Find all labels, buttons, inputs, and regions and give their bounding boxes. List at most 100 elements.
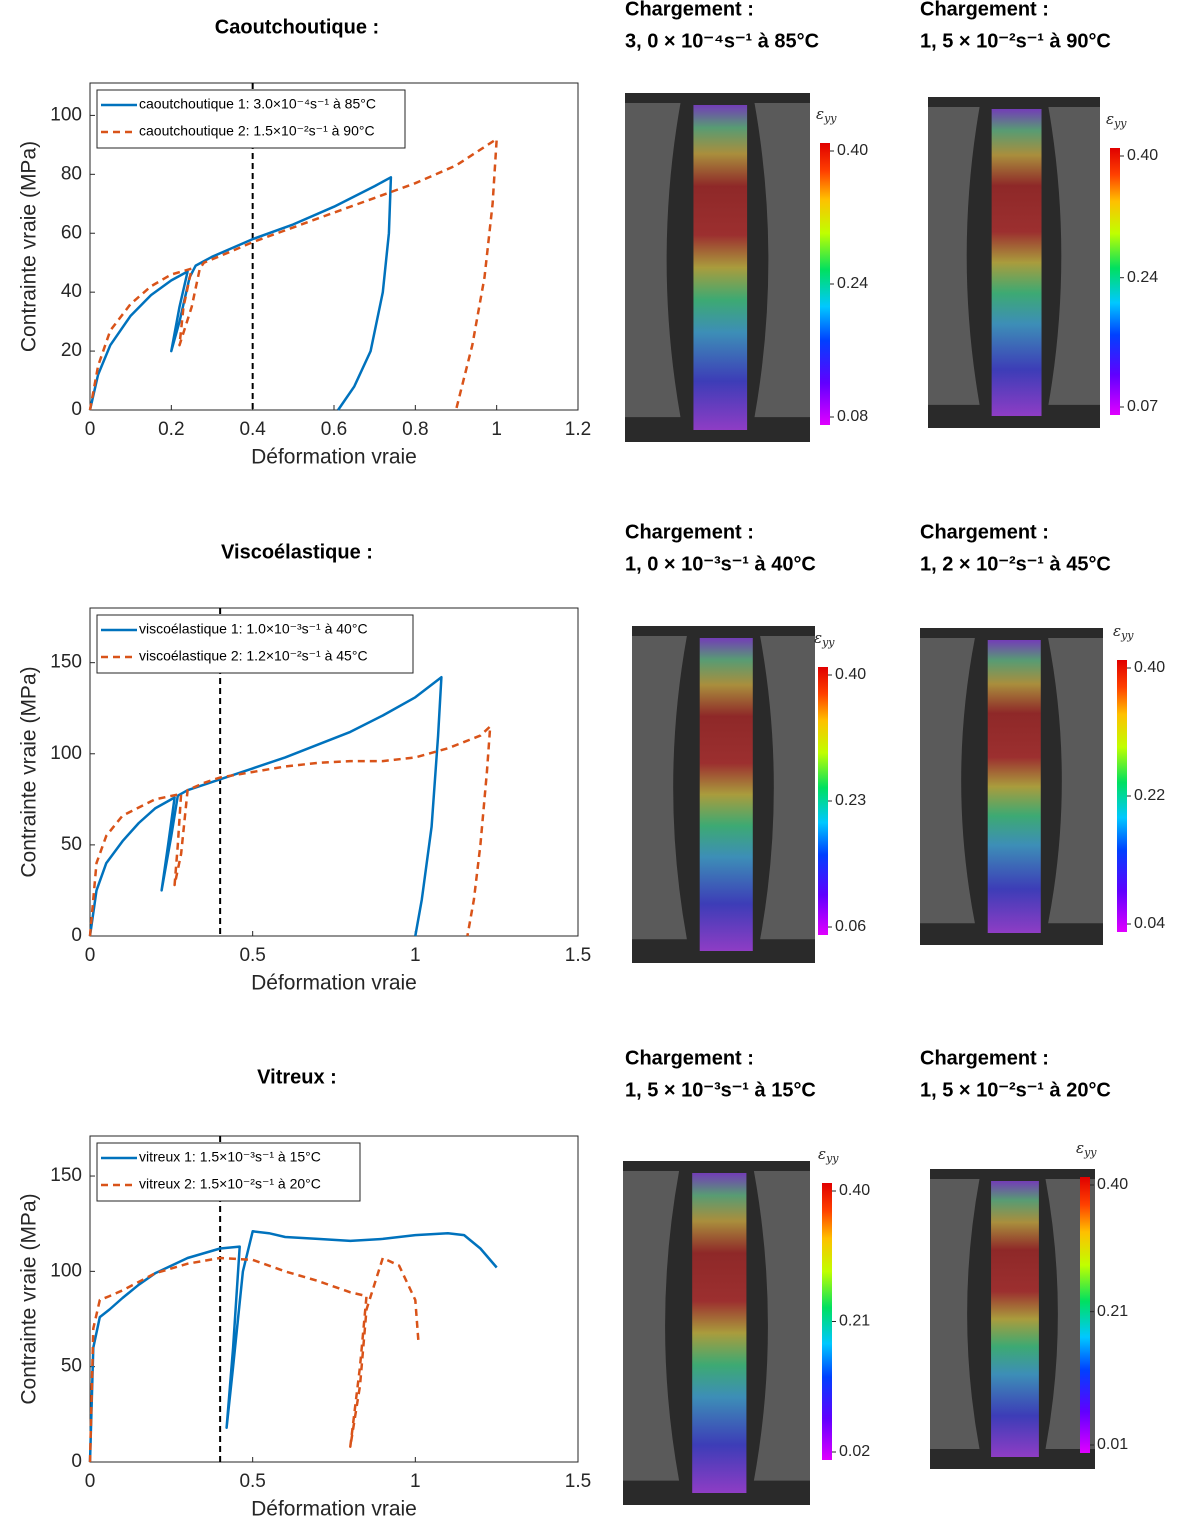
- colorbar-tick-label: 0.40: [1127, 147, 1158, 164]
- y-axis-label: Contrainte vraie (MPa): [18, 666, 41, 877]
- panel-subtitle: 1, 5 × 10⁻²s⁻¹ à 20°C: [920, 1079, 1111, 1101]
- data-line: [88, 725, 492, 937]
- y-tick-label: 150: [50, 652, 82, 673]
- y-tick-label: 100: [50, 743, 82, 764]
- panel-subtitle: 1, 2 × 10⁻²s⁻¹ à 45°C: [920, 553, 1111, 575]
- panel-subtitle: 1, 0 × 10⁻³s⁻¹ à 40°C: [625, 553, 816, 575]
- colorbar-tick-label: 0.06: [835, 918, 866, 935]
- colorbar-tick-label: 0.24: [837, 275, 868, 292]
- x-tick-label: 0.5: [239, 1471, 265, 1492]
- y-tick-label: 40: [61, 281, 82, 302]
- colorbar: [1117, 660, 1127, 932]
- colorbar-subscript: yy: [1083, 1146, 1097, 1159]
- grip-left: [920, 638, 975, 924]
- legend-box: [96, 89, 406, 149]
- x-tick-label: 0: [85, 945, 96, 966]
- panel-title: Chargement :: [920, 521, 1049, 543]
- specimen-strain-field: [991, 109, 1042, 416]
- specimen-strain-field: [987, 640, 1041, 933]
- colorbar-tick-label: 0.40: [1134, 659, 1165, 676]
- grip-right: [760, 636, 815, 940]
- colorbar-tick-label: 0.01: [1097, 1436, 1128, 1453]
- colorbar-tick-label: 0.02: [839, 1443, 870, 1460]
- x-tick-label: 0.4: [239, 419, 266, 440]
- panel-subtitle: 3, 0 × 10⁻⁴s⁻¹ à 85°C: [625, 30, 819, 52]
- colorbar-tick-label: 0.40: [835, 666, 866, 683]
- colorbar-symbol: ε: [1076, 1139, 1084, 1157]
- colorbar-symbol: ε: [1113, 622, 1121, 640]
- x-axis-label: Déformation vraie: [251, 446, 417, 469]
- x-tick-label: 1.5: [565, 1471, 591, 1492]
- grip-left: [632, 636, 687, 940]
- colorbar-symbol: ε: [814, 629, 822, 647]
- data-line: [88, 137, 498, 411]
- data-line: [88, 1230, 498, 1463]
- x-tick-label: 0.6: [321, 419, 347, 440]
- colorbar-tick-label: 0.23: [835, 792, 866, 809]
- y-tick-label: 0: [71, 1451, 82, 1472]
- y-tick-label: 80: [61, 163, 82, 184]
- grip-left: [625, 103, 681, 418]
- colorbar-tick-label: 0.04: [1134, 915, 1165, 932]
- legend-label: caoutchoutique 1: 3.0×10⁻⁴s⁻¹ à 85°C: [139, 96, 376, 112]
- specimen-strain-field: [692, 1173, 747, 1493]
- grip-left: [928, 107, 980, 405]
- chart-title: Caoutchoutique :: [215, 16, 379, 38]
- x-tick-label: 0: [85, 1471, 96, 1492]
- panel-title: Chargement :: [625, 1047, 754, 1069]
- colorbar: [822, 1183, 832, 1460]
- legend-box: [96, 614, 414, 674]
- colorbar-tick-label: 0.24: [1127, 269, 1158, 286]
- x-tick-label: 0.5: [239, 945, 265, 966]
- colorbar-label: εyy: [818, 1145, 839, 1165]
- x-tick-label: 1: [410, 945, 421, 966]
- colorbar-symbol: ε: [818, 1145, 826, 1163]
- legend-box: [96, 1142, 361, 1202]
- colorbar-subscript: yy: [1120, 629, 1134, 642]
- colorbar-tick-label: 0.21: [839, 1313, 870, 1330]
- y-tick-label: 20: [61, 340, 82, 361]
- colorbar-label: εyy: [814, 629, 835, 649]
- panel-title: Chargement :: [625, 521, 754, 543]
- grip-left: [930, 1179, 980, 1449]
- colorbar-label: εyy: [1106, 110, 1127, 130]
- panel-subtitle: 1, 5 × 10⁻³s⁻¹ à 15°C: [625, 1079, 816, 1101]
- colorbar-tick-label: 0.21: [1097, 1303, 1128, 1320]
- specimen-strain-field: [693, 105, 748, 430]
- grip-right: [1048, 638, 1103, 924]
- chart-title: Vitreux :: [257, 1066, 337, 1088]
- grip-left: [623, 1171, 680, 1481]
- colorbar-subscript: yy: [823, 112, 837, 125]
- y-tick-label: 0: [71, 399, 82, 420]
- panel-title: Chargement :: [625, 0, 754, 20]
- colorbar-tick-label: 0.40: [837, 142, 868, 159]
- chart-title: Viscoélastique :: [221, 541, 373, 563]
- x-tick-label: 1.2: [565, 419, 591, 440]
- x-tick-label: 1: [491, 419, 502, 440]
- colorbar-label: εyy: [1076, 1139, 1097, 1159]
- colorbar-tick-label: 0.07: [1127, 398, 1158, 415]
- x-tick-label: 0.2: [158, 419, 184, 440]
- y-axis-label: Contrainte vraie (MPa): [18, 141, 41, 352]
- grip-right: [1048, 107, 1100, 405]
- y-tick-label: 0: [71, 925, 82, 946]
- x-axis-label: Déformation vraie: [251, 972, 417, 995]
- colorbar-tick-label: 0.08: [837, 408, 868, 425]
- grip-right: [754, 103, 810, 418]
- specimen-strain-field: [699, 638, 753, 951]
- x-tick-label: 1.5: [565, 945, 591, 966]
- panel-subtitle: 1, 5 × 10⁻²s⁻¹ à 90°C: [920, 30, 1111, 52]
- colorbar-symbol: ε: [816, 105, 824, 123]
- colorbar-tick-label: 0.40: [839, 1182, 870, 1199]
- colorbar: [1080, 1177, 1090, 1453]
- colorbar-tick-label: 0.22: [1134, 787, 1165, 804]
- x-tick-label: 0.8: [402, 419, 428, 440]
- legend-label: vitreux 1: 1.5×10⁻³s⁻¹ à 15°C: [139, 1149, 321, 1165]
- colorbar-tick-label: 0.40: [1097, 1176, 1128, 1193]
- data-line: [88, 1256, 420, 1463]
- x-tick-label: 1: [410, 1471, 421, 1492]
- data-line: [88, 675, 443, 937]
- colorbar-label: εyy: [1113, 622, 1134, 642]
- legend-label: viscoélastique 2: 1.2×10⁻²s⁻¹ à 45°C: [139, 648, 368, 664]
- data-line: [88, 176, 393, 411]
